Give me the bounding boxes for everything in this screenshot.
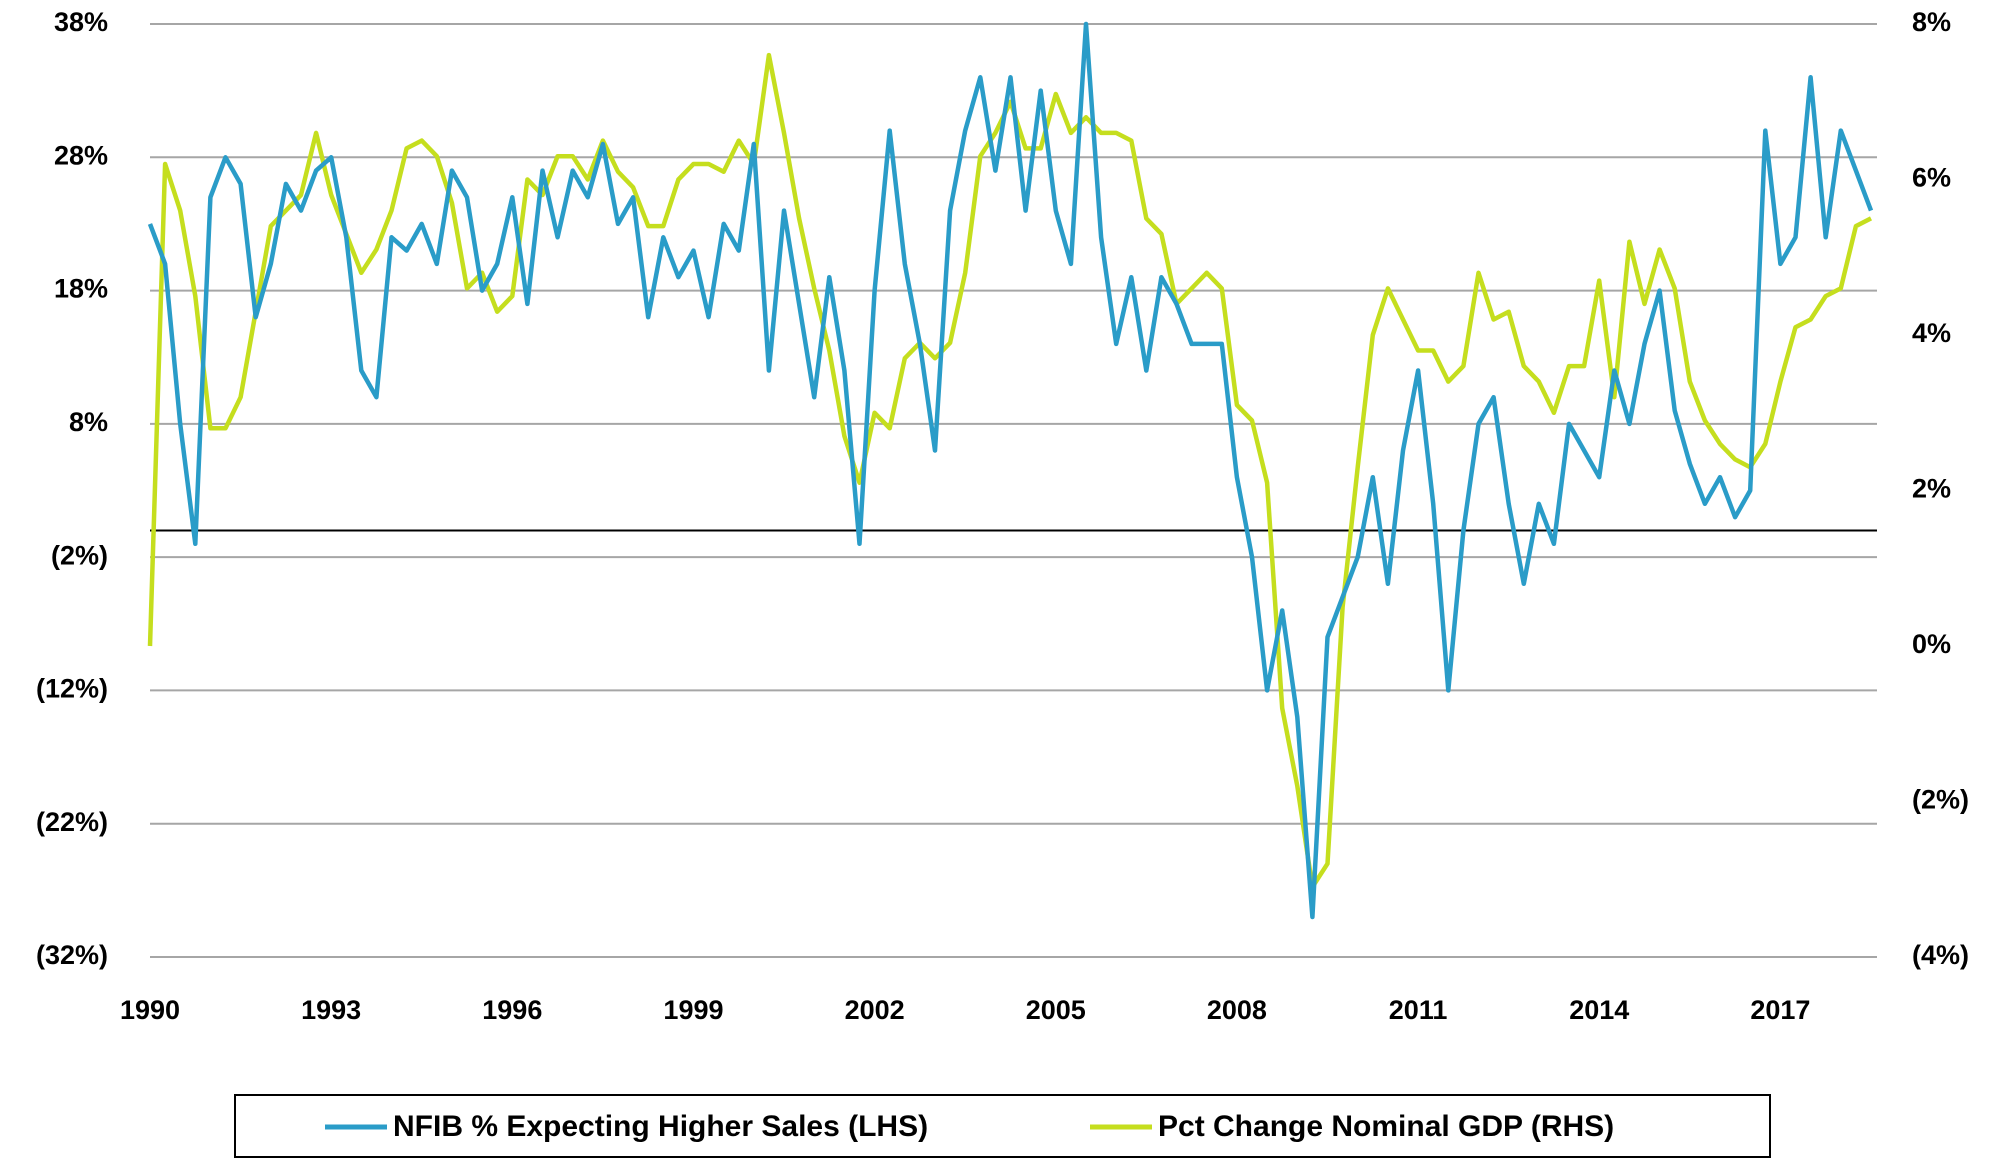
y2-tick-label: (4%): [1912, 940, 1969, 970]
y2-tick-label: 4%: [1912, 318, 1951, 348]
series-line: [147, 21, 1874, 920]
x-tick-label: 1993: [301, 995, 361, 1025]
x-tick-label: 2002: [845, 995, 905, 1025]
y-tick-label: (22%): [36, 807, 108, 837]
legend-box: [234, 1094, 1771, 1158]
x-tick-label: 2008: [1207, 995, 1267, 1025]
x-tick-label: 2005: [1026, 995, 1086, 1025]
x-tick-label: 1999: [663, 995, 723, 1025]
y-tick-label: 18%: [54, 274, 108, 304]
y-tick-label: (2%): [51, 540, 108, 570]
y2-tick-label: 2%: [1912, 474, 1951, 504]
y-tick-label: (12%): [36, 674, 108, 704]
x-tick-label: 1996: [482, 995, 542, 1025]
series-line: [147, 52, 1873, 890]
y-tick-label: 28%: [54, 140, 108, 170]
y-tick-label: 8%: [69, 407, 108, 437]
y2-tick-label: (2%): [1912, 785, 1969, 815]
y2-tick-label: 0%: [1912, 629, 1951, 659]
y-tick-label: 38%: [54, 7, 108, 37]
y2-tick-label: 8%: [1912, 7, 1951, 37]
legend-label: Pct Change Nominal GDP (RHS): [1158, 1110, 1614, 1143]
y-tick-label: (32%): [36, 940, 108, 970]
x-tick-label: 2014: [1569, 995, 1629, 1025]
x-tick-label: 2011: [1389, 995, 1448, 1025]
legend-label: NFIB % Expecting Higher Sales (LHS): [393, 1110, 928, 1143]
x-tick-label: 1990: [120, 995, 180, 1025]
x-tick-label: 2017: [1750, 995, 1810, 1025]
y2-tick-label: 6%: [1912, 163, 1951, 193]
